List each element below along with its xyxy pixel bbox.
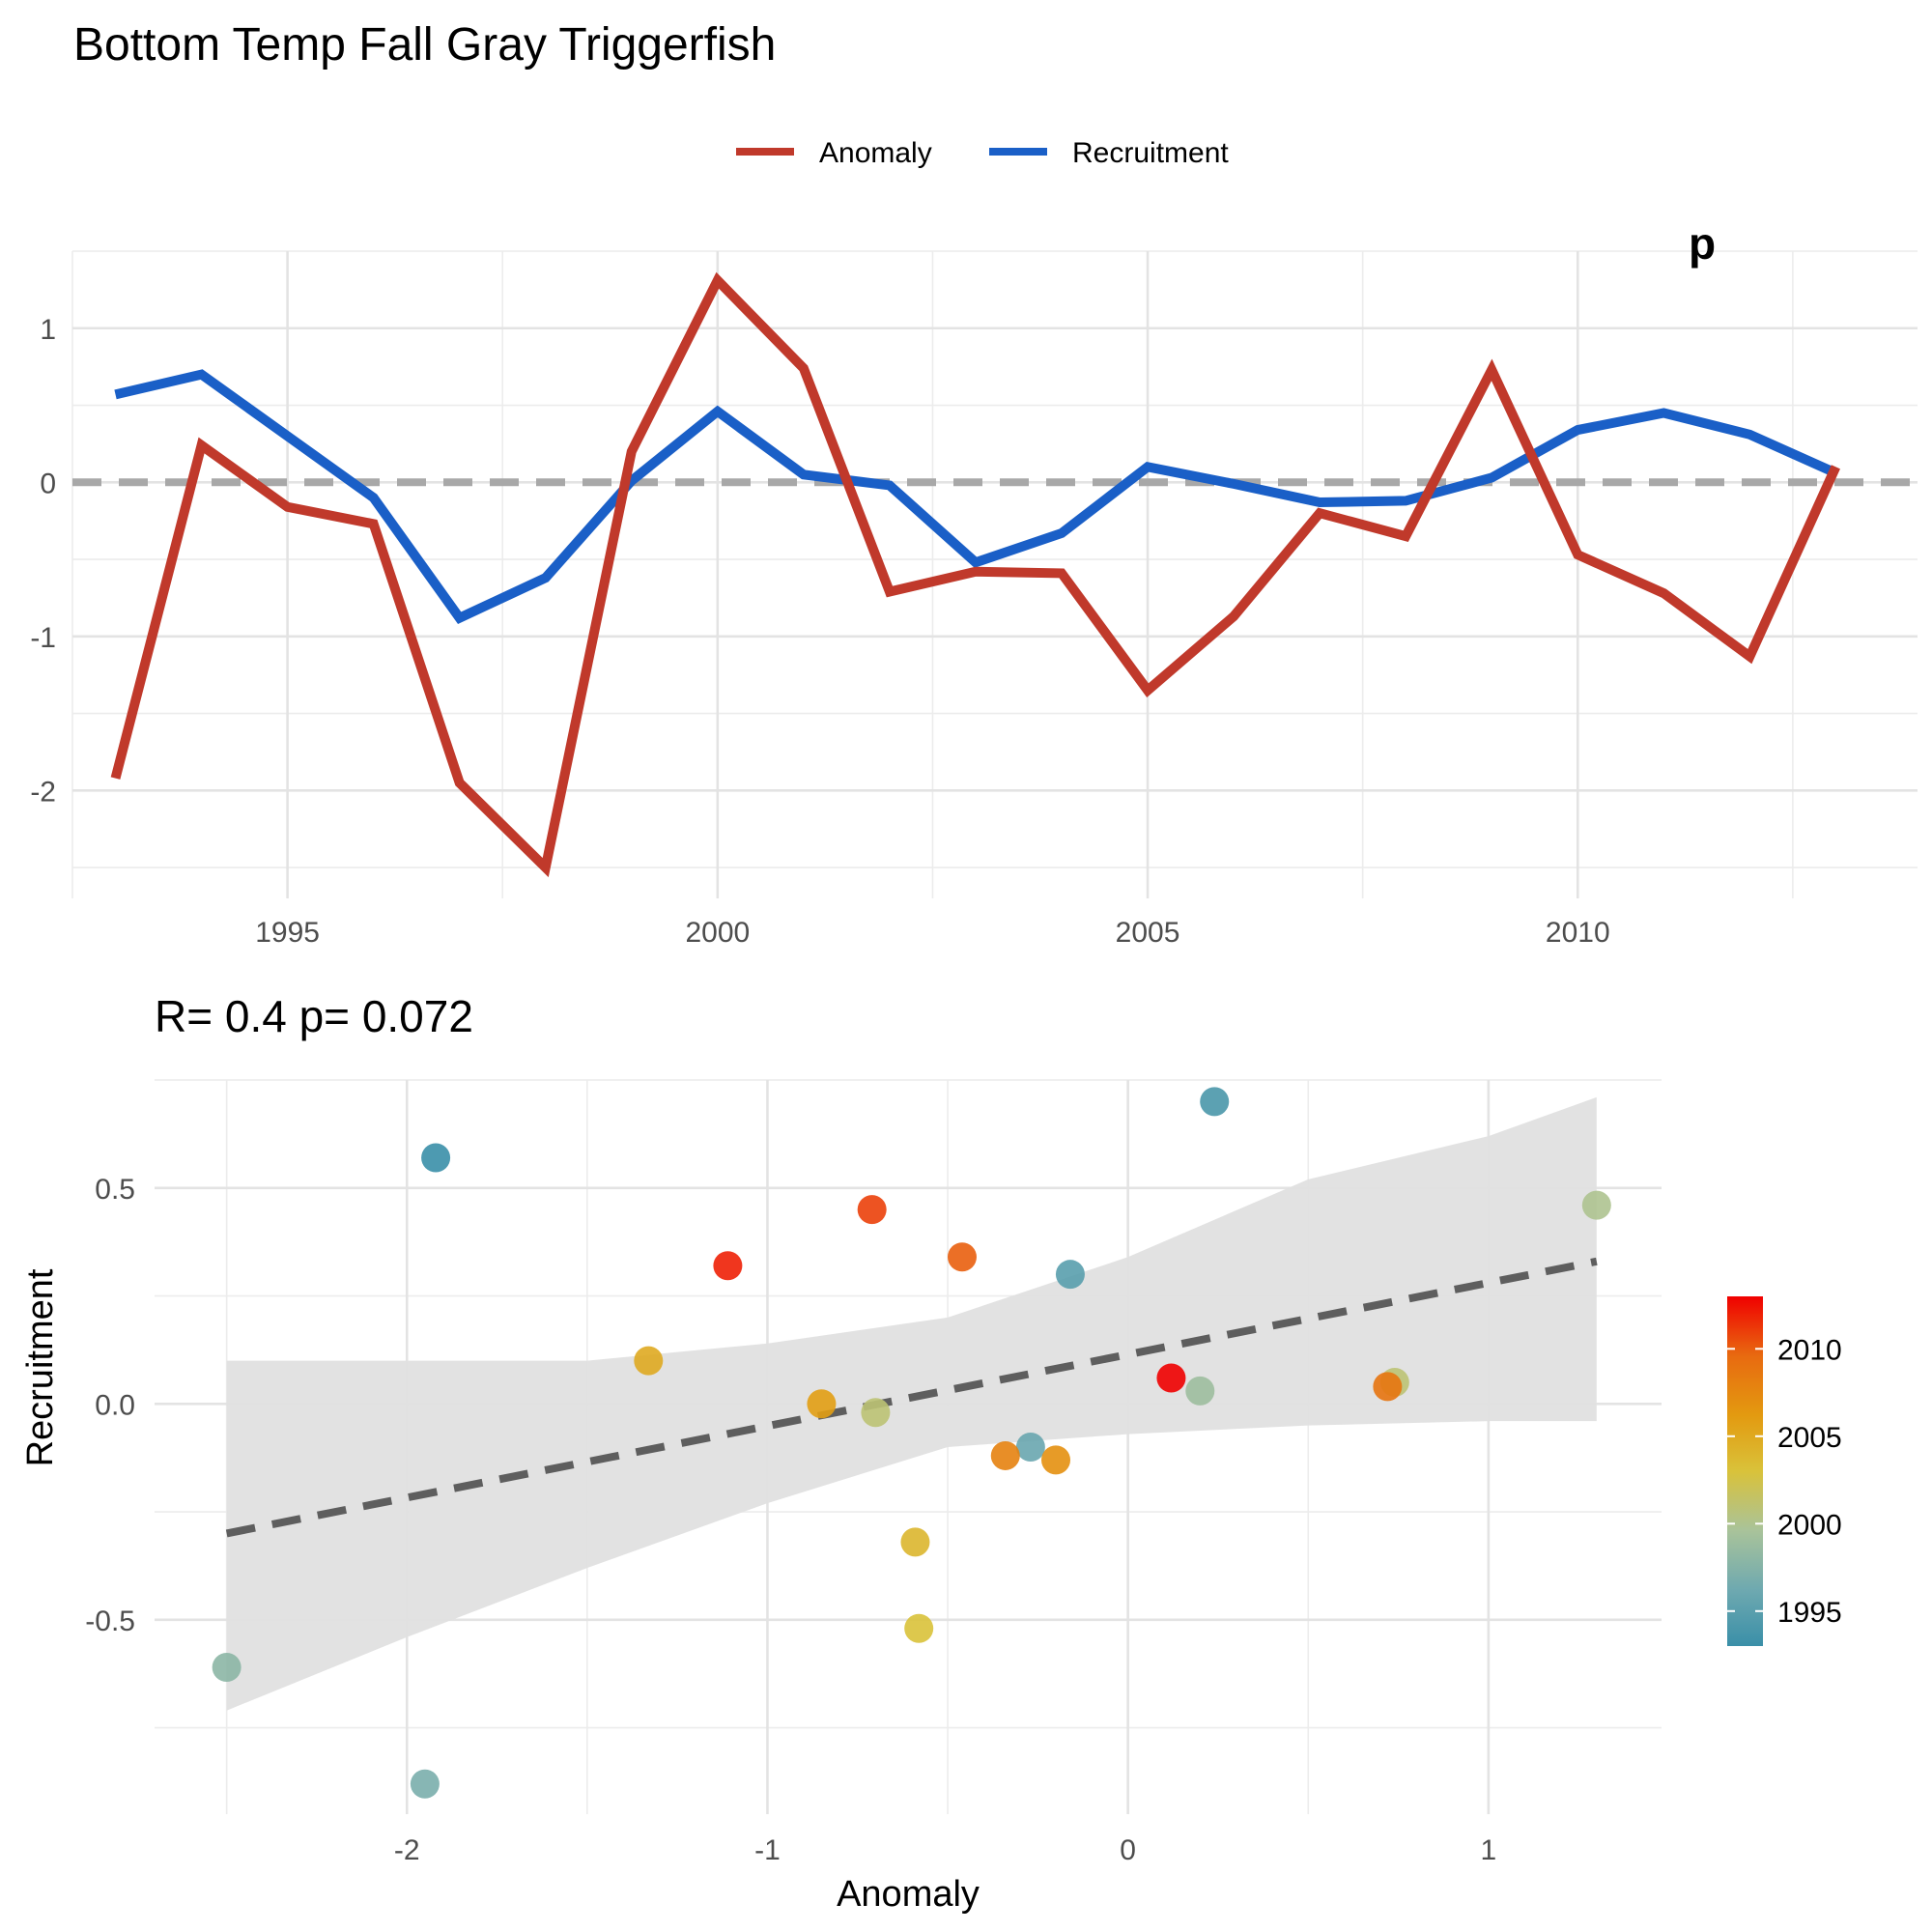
legend-label-recruitment: Recruitment bbox=[1072, 137, 1229, 169]
scatter-point bbox=[1200, 1087, 1230, 1117]
scatter-point bbox=[1373, 1372, 1403, 1402]
time-series-x-tick-label: 1995 bbox=[255, 917, 320, 949]
time-series-x-tick-label: 2000 bbox=[685, 917, 750, 949]
scatter-points bbox=[212, 1087, 1611, 1799]
scatter-tick-labels: -2 -1 0 1 0.5 0.0 -0.5 bbox=[85, 1174, 1496, 1866]
regression-fit-line bbox=[225, 1257, 1598, 1538]
scatter-x-tick-label: 1 bbox=[1481, 1834, 1497, 1866]
scatter-x-tick-label: -1 bbox=[754, 1834, 781, 1866]
regression-confidence-band bbox=[226, 1096, 1597, 1711]
scatter-point bbox=[1015, 1433, 1045, 1462]
colorbar-tick-label: 2005 bbox=[1777, 1422, 1842, 1454]
scatter-point bbox=[1156, 1363, 1186, 1393]
scatter-y-tick-label: -0.5 bbox=[85, 1605, 135, 1637]
time-series-y-tick-label: -2 bbox=[30, 776, 56, 808]
legend: Anomaly Recruitment bbox=[736, 137, 1229, 169]
scatter-point bbox=[1041, 1445, 1071, 1475]
scatter-point bbox=[904, 1613, 934, 1643]
scatter-point bbox=[713, 1251, 743, 1281]
scatter-panel: R= 0.4 p= 0.072 -2 -1 0 1 0.5 0.0 -0.5 Anomaly… bbox=[20, 991, 1842, 1915]
time-series-tick-labels: 1995 2000 2005 2010 1 0 -1 -2 bbox=[30, 314, 1609, 949]
x-axis-title: Anomaly bbox=[837, 1874, 980, 1915]
scatter-point bbox=[1581, 1190, 1611, 1220]
figure-title: Bottom Temp Fall Gray Triggerfish bbox=[73, 19, 776, 71]
scatter-point bbox=[857, 1195, 887, 1225]
scatter-x-tick-label: -2 bbox=[394, 1834, 420, 1866]
scatter-y-tick-label: 0.0 bbox=[95, 1389, 135, 1421]
confidence-band-area bbox=[226, 1096, 1597, 1711]
scatter-point bbox=[947, 1242, 977, 1272]
time-series-lines bbox=[110, 271, 1840, 878]
time-series-x-tick-label: 2005 bbox=[1116, 917, 1180, 949]
colorbar-gradient bbox=[1727, 1296, 1763, 1646]
time-series-x-tick-label: 2010 bbox=[1546, 917, 1610, 949]
scatter-point bbox=[1185, 1376, 1215, 1406]
colorbar-tick-label: 1995 bbox=[1777, 1597, 1842, 1629]
time-series-y-tick-label: 0 bbox=[40, 468, 56, 499]
scatter-point bbox=[861, 1398, 891, 1428]
scatter-point bbox=[634, 1346, 664, 1376]
scatter-point bbox=[807, 1389, 837, 1419]
series-line-recruitment bbox=[114, 369, 1838, 624]
scatter-x-tick-label: 0 bbox=[1120, 1834, 1136, 1866]
scatter-point bbox=[900, 1527, 930, 1557]
year-colorbar: 2010 2005 2000 1995 bbox=[1727, 1296, 1842, 1646]
scatter-point bbox=[212, 1653, 242, 1682]
colorbar-ticks: 2010 2005 2000 1995 bbox=[1727, 1334, 1842, 1629]
time-series-y-tick-label: -1 bbox=[30, 622, 56, 654]
regression-line bbox=[225, 1257, 1598, 1538]
time-series-gridlines bbox=[71, 250, 1918, 898]
scatter-point bbox=[1055, 1260, 1085, 1290]
colorbar-tick-label: 2000 bbox=[1777, 1509, 1842, 1541]
scatter-y-tick-label: 0.5 bbox=[95, 1174, 135, 1206]
scatter-point bbox=[990, 1440, 1020, 1470]
colorbar-tick-label: 2010 bbox=[1777, 1334, 1842, 1366]
scatter-point bbox=[410, 1769, 440, 1799]
scatter-point bbox=[421, 1143, 451, 1173]
time-series-y-tick-label: 1 bbox=[40, 314, 56, 346]
scatter-title: R= 0.4 p= 0.072 bbox=[155, 991, 473, 1041]
legend-label-anomaly: Anomaly bbox=[819, 137, 932, 169]
series-line-anomaly bbox=[110, 271, 1840, 878]
time-series-clipped-annotation: p bbox=[1689, 218, 1716, 269]
time-series-panel: 1995 2000 2005 2010 1 0 -1 -2 p bbox=[30, 218, 1918, 949]
y-axis-title: Recruitment bbox=[20, 1268, 61, 1466]
